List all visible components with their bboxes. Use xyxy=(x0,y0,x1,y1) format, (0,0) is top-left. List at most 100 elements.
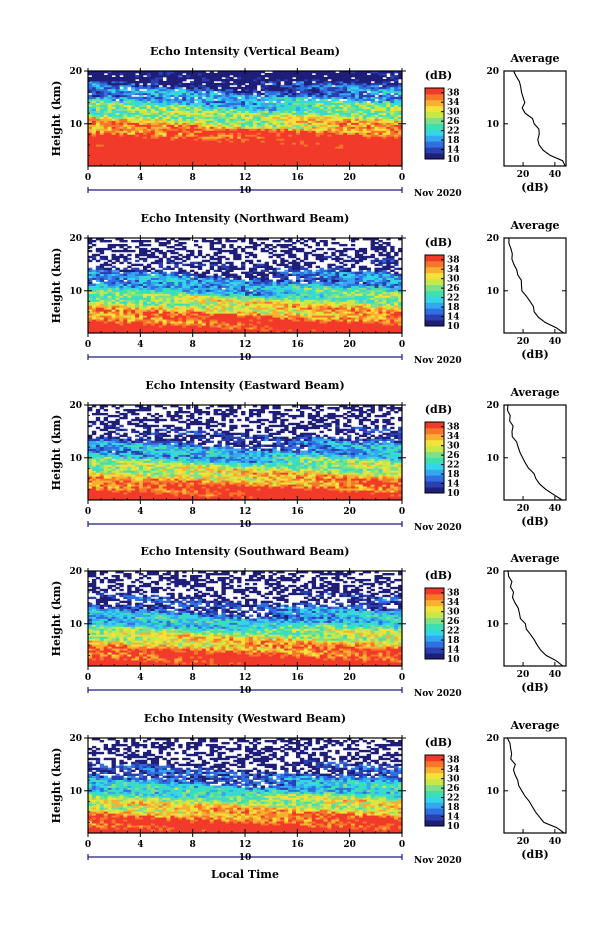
heatmap-cell xyxy=(303,72,309,76)
heatmap-cell xyxy=(339,307,344,310)
heatmap-cell xyxy=(252,148,258,151)
heatmap-cell xyxy=(339,71,344,74)
heatmap-cell xyxy=(303,309,309,312)
heatmap-cell xyxy=(123,150,128,153)
heatmap-cell xyxy=(241,331,246,334)
heatmap-cell xyxy=(139,108,144,111)
heatmap-cell xyxy=(190,313,195,316)
heatmap-cell xyxy=(299,100,305,104)
heatmap-cell xyxy=(398,305,403,308)
heatmap-cell xyxy=(288,319,293,322)
heatmap-cell xyxy=(268,140,273,143)
heatmap-cell xyxy=(237,317,242,320)
heatmap-cell xyxy=(174,118,179,121)
heatmap-cell xyxy=(127,164,132,167)
heatmap-cell xyxy=(91,120,97,123)
heatmap-cell xyxy=(292,138,297,141)
heatmap-cell xyxy=(350,146,356,149)
heatmap-cell xyxy=(248,160,254,163)
heatmap-cell xyxy=(107,80,112,84)
heatmap-cell xyxy=(288,86,293,90)
heatmap-cell xyxy=(95,84,101,88)
heatmap-cell xyxy=(307,88,313,92)
heatmap-cell xyxy=(339,138,344,141)
heatmap-cell xyxy=(362,305,368,308)
heatmap-cell xyxy=(319,94,324,98)
heatmap-cell xyxy=(162,327,167,330)
heatmap-cell xyxy=(378,90,383,94)
heatmap-cell xyxy=(237,112,242,115)
heatmap-cell xyxy=(142,102,148,106)
heatmap-cell xyxy=(256,124,262,127)
heatmap-cell xyxy=(241,134,246,137)
heatmap-cell xyxy=(347,82,352,86)
colorbar-swatch xyxy=(425,141,444,148)
heatmap-cell xyxy=(91,138,97,141)
heatmap-cell xyxy=(350,162,356,165)
heatmap-cell xyxy=(217,152,222,155)
heatmap-cell xyxy=(209,114,215,117)
heatmap-cell xyxy=(135,80,140,84)
heatmap-cell xyxy=(182,160,187,163)
heatmap-cell xyxy=(303,126,309,129)
heatmap-cell xyxy=(158,331,163,334)
heatmap-cell xyxy=(146,110,152,113)
heatmap-cell xyxy=(91,82,97,86)
heatmap-cell xyxy=(370,122,375,125)
heatmap-cell xyxy=(91,146,97,149)
heatmap-cell xyxy=(268,319,273,322)
heatmap-cell xyxy=(123,128,128,131)
heatmap-cell xyxy=(193,106,199,110)
heatmap-cell xyxy=(99,162,105,165)
heatmap-cell xyxy=(162,160,167,163)
heatmap-cell xyxy=(190,134,195,137)
heatmap-cell xyxy=(343,128,348,131)
heatmap-cell xyxy=(103,71,109,74)
colorbar-tick-label: 30 xyxy=(447,108,460,118)
heatmap-cell xyxy=(394,156,399,159)
heatmap-cell xyxy=(95,323,101,326)
heatmap-cell xyxy=(288,309,293,312)
heatmap-cell xyxy=(323,150,328,153)
heatmap-cell xyxy=(190,160,195,163)
heatmap-cell xyxy=(119,106,124,110)
heatmap-cell xyxy=(123,90,128,94)
heatmap-cell xyxy=(142,148,148,151)
heatmap-cell xyxy=(362,162,368,165)
heatmap-cell xyxy=(378,162,383,165)
heatmap-cell xyxy=(276,305,281,308)
heatmap-cell xyxy=(221,146,226,149)
heatmap-cell xyxy=(221,120,226,123)
heatmap-cell xyxy=(398,108,403,111)
heatmap-cell xyxy=(303,152,309,155)
heatmap-cell xyxy=(127,321,132,324)
heatmap-cell xyxy=(288,96,293,100)
heatmap-cell xyxy=(186,144,191,147)
heatmap-cell xyxy=(323,307,328,310)
heatmap-cell xyxy=(390,128,395,131)
heatmap-cell xyxy=(186,84,191,88)
heatmap-cell xyxy=(272,96,277,100)
heatmap-cell xyxy=(233,134,238,137)
heatmap-cell xyxy=(193,329,199,332)
heatmap-cell xyxy=(292,150,297,153)
heatmap-cell xyxy=(296,80,301,84)
heatmap-cell xyxy=(229,112,234,115)
heatmap-cell xyxy=(221,331,226,334)
heatmap-cell xyxy=(374,110,379,113)
heatmap-cell xyxy=(123,92,128,96)
heatmap-cell xyxy=(350,82,356,86)
heatmap-cell xyxy=(158,317,163,320)
heatmap-cell xyxy=(111,148,116,151)
heatmap-cell xyxy=(150,88,156,92)
heatmap-cell xyxy=(366,307,372,310)
heatmap-cell xyxy=(382,108,387,111)
heatmap-cell xyxy=(288,152,293,155)
heatmap-cell xyxy=(358,305,364,308)
heatmap-cell xyxy=(323,118,328,121)
heatmap-cell xyxy=(358,329,364,332)
heatmap-cell xyxy=(245,144,250,147)
heatmap-cell xyxy=(398,329,403,332)
heatmap-cell xyxy=(296,122,301,125)
heatmap-cell xyxy=(158,104,163,108)
